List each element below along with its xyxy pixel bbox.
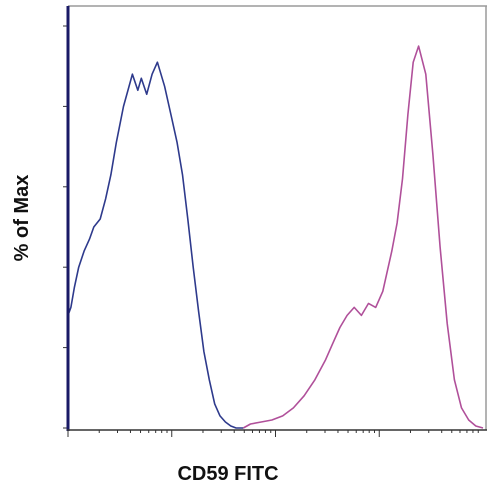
series-layer bbox=[67, 45, 484, 429]
x-axis-ticks bbox=[67, 430, 479, 437]
y-axis-label: % of Max bbox=[11, 175, 33, 262]
x-axis-label: CD59 FITC bbox=[177, 463, 278, 485]
y-axis-ticks bbox=[63, 25, 68, 429]
series-line-2 bbox=[242, 45, 484, 429]
series-line-1 bbox=[67, 61, 244, 429]
